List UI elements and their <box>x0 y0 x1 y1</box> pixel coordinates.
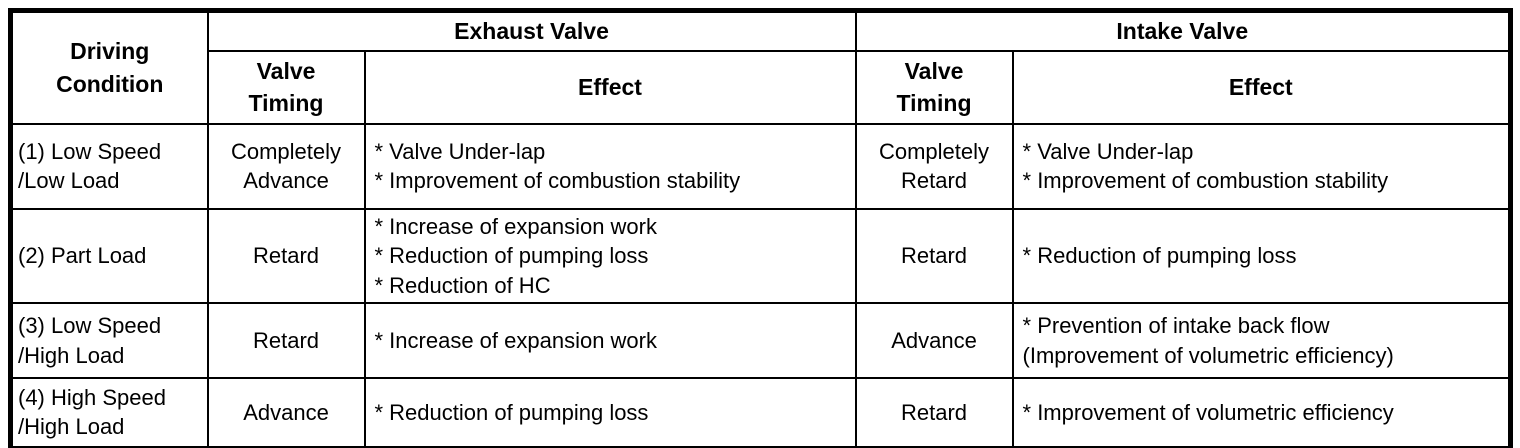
row-1-condition: (1) Low Speed/Low Load <box>9 122 209 210</box>
table-header-sub-row: Valve Timing Effect Valve Timing Effect <box>11 49 1512 125</box>
header-intake-valve: Intake Valve <box>854 9 1512 52</box>
row-4-exhaust-valve-timing: Advance <box>206 377 366 448</box>
header-intake-valve-timing: Valve Timing <box>854 49 1014 125</box>
row-3-intake-valve-timing: Advance <box>854 302 1014 380</box>
table-header-group-row: Driving Condition Exhaust Valve Intake Va… <box>9 9 1512 125</box>
row-4-condition: (4) High Speed/High Load <box>9 377 209 448</box>
row-3-intake-effect: * Prevention of intake back flow (Improve… <box>1011 302 1512 380</box>
table-row: (4) High Speed/High Load Advance * Reduc… <box>9 377 1512 448</box>
table-row: (3) Low Speed/High Load Retard * Increas… <box>9 302 1512 380</box>
table-row: (2) Part Load Retard * Increase of expan… <box>9 207 1512 305</box>
header-exhaust-valve: Exhaust Valve <box>206 9 857 52</box>
header-exhaust-effect: Effect <box>363 49 857 125</box>
row-3-exhaust-effect: * Increase of expansion work <box>363 302 857 380</box>
row-1-exhaust-valve-timing: Completely Advance <box>206 122 366 210</box>
row-4-exhaust-effect: * Reduction of pumping loss <box>363 377 857 448</box>
valve-timing-table: Driving Condition Exhaust Valve Intake Va… <box>8 8 1514 448</box>
row-1-intake-valve-timing: Completely Retard <box>854 122 1014 210</box>
row-1-intake-effect: * Valve Under-lap * Improvement of combus… <box>1011 122 1512 210</box>
row-1-exhaust-effect: * Valve Under-lap * Improvement of combus… <box>363 122 857 210</box>
row-2-exhaust-valve-timing: Retard <box>206 207 366 305</box>
row-2-condition: (2) Part Load <box>9 207 209 305</box>
row-2-intake-valve-timing: Retard <box>854 207 1014 305</box>
row-2-intake-effect: * Reduction of pumping loss <box>1011 207 1512 305</box>
table-row: (1) Low Speed/Low Load Completely Advanc… <box>9 122 1512 210</box>
header-intake-effect: Effect <box>1011 49 1512 125</box>
row-3-exhaust-valve-timing: Retard <box>206 302 366 380</box>
header-exhaust-valve-timing: Valve Timing <box>206 49 366 125</box>
row-3-condition: (3) Low Speed/High Load <box>9 302 209 380</box>
header-driving-condition: Driving Condition <box>9 9 209 125</box>
row-2-exhaust-effect: * Increase of expansion work * Reduction … <box>363 207 857 305</box>
row-4-intake-effect: * Improvement of volumetric efficiency <box>1011 377 1512 448</box>
row-4-intake-valve-timing: Retard <box>854 377 1014 448</box>
